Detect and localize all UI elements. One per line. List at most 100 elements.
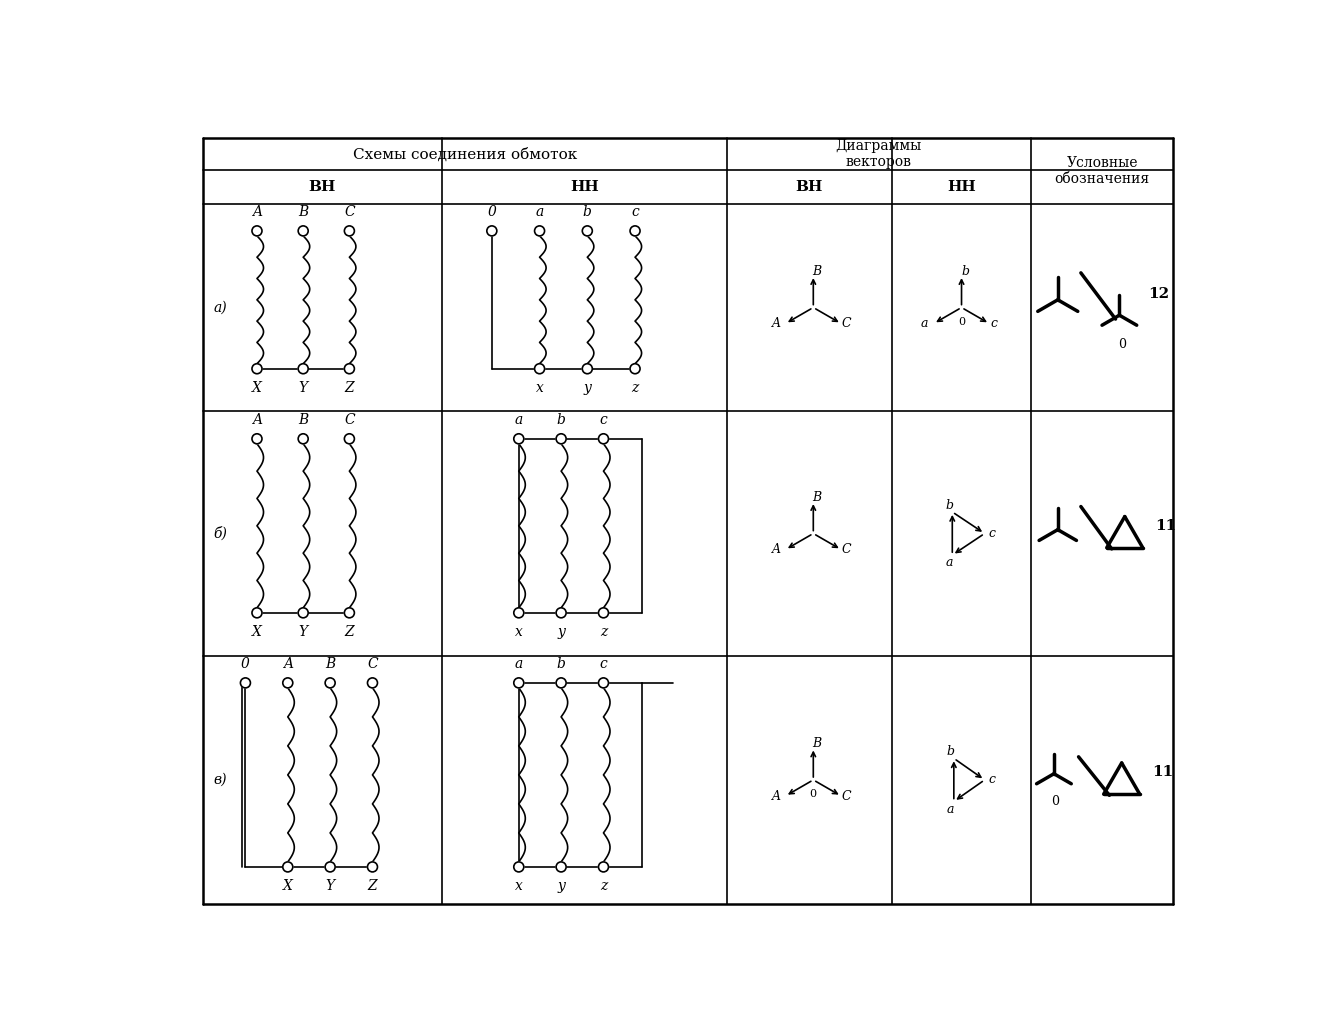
Text: Y: Y [299,625,308,639]
Text: a: a [535,205,544,219]
Circle shape [487,226,497,236]
Text: A: A [252,413,262,427]
Circle shape [556,862,567,872]
Text: A: A [252,205,262,219]
Circle shape [598,434,609,443]
Text: A: A [771,789,781,803]
Text: X: X [252,625,262,639]
Circle shape [252,434,262,443]
Text: ВН: ВН [795,180,823,194]
Circle shape [556,434,567,443]
Text: Z: Z [345,381,354,395]
Text: x: x [515,625,523,639]
Text: y: y [584,381,592,395]
Text: B: B [812,737,822,750]
Circle shape [283,678,293,688]
Text: x: x [535,381,543,395]
Text: B: B [299,205,308,219]
Text: b: b [556,413,565,427]
Text: c: c [631,205,639,219]
Text: z: z [631,381,638,395]
Text: a: a [947,803,955,816]
Text: B: B [812,264,822,278]
Text: C: C [841,543,851,557]
Circle shape [240,678,251,688]
Circle shape [535,226,544,236]
Circle shape [630,363,641,374]
Text: c: c [600,413,608,427]
Circle shape [367,678,378,688]
Text: z: z [600,879,608,893]
Text: C: C [367,657,378,671]
Text: 0: 0 [810,789,816,800]
Text: в): в) [213,773,227,787]
Text: Z: Z [367,879,378,893]
Text: 0: 0 [487,205,497,219]
Text: A: A [771,317,781,330]
Text: c: c [991,317,997,330]
Text: a: a [921,317,929,330]
Text: x: x [515,879,523,893]
Circle shape [598,608,609,617]
Circle shape [252,363,262,374]
Text: 11: 11 [1152,766,1174,779]
Circle shape [283,862,293,872]
Text: a: a [946,557,952,569]
Text: Z: Z [345,625,354,639]
Text: y: y [557,879,565,893]
Circle shape [299,434,308,443]
Circle shape [583,226,592,236]
Text: b: b [946,499,954,512]
Circle shape [514,678,524,688]
Circle shape [299,608,308,617]
Circle shape [583,363,592,374]
Text: b: b [583,205,592,219]
Circle shape [252,226,262,236]
Text: C: C [841,789,851,803]
Text: C: C [343,205,355,219]
Text: c: c [600,657,608,671]
Circle shape [345,226,354,236]
Circle shape [556,678,567,688]
Text: Y: Y [299,381,308,395]
Text: X: X [283,879,293,893]
Circle shape [345,434,354,443]
Text: 0: 0 [1119,339,1127,351]
Text: НН: НН [569,180,598,194]
Text: 0: 0 [240,657,250,671]
Text: C: C [343,413,355,427]
Text: 11: 11 [1156,519,1177,533]
Circle shape [345,363,354,374]
Text: b: b [962,264,970,278]
Text: а): а) [213,300,227,315]
Circle shape [299,226,308,236]
Text: y: y [557,625,565,639]
Text: C: C [841,317,851,330]
Text: A: A [283,657,293,671]
Text: B: B [325,657,336,671]
Circle shape [556,608,567,617]
Text: 12: 12 [1148,287,1169,300]
Circle shape [345,608,354,617]
Text: 0: 0 [958,317,966,327]
Circle shape [514,434,524,443]
Text: a: a [515,413,523,427]
Circle shape [514,608,524,617]
Circle shape [252,608,262,617]
Text: б): б) [213,527,227,540]
Text: z: z [600,625,608,639]
Text: b: b [947,745,955,758]
Text: B: B [812,491,822,504]
Text: Диаграммы
векторов: Диаграммы векторов [836,139,922,170]
Circle shape [514,862,524,872]
Text: B: B [299,413,308,427]
Text: ВН: ВН [309,180,336,194]
Text: X: X [252,381,262,395]
Text: a: a [515,657,523,671]
Text: c: c [989,774,996,786]
Circle shape [325,678,336,688]
Text: A: A [771,543,781,557]
Text: b: b [556,657,565,671]
Circle shape [630,226,641,236]
Circle shape [325,862,336,872]
